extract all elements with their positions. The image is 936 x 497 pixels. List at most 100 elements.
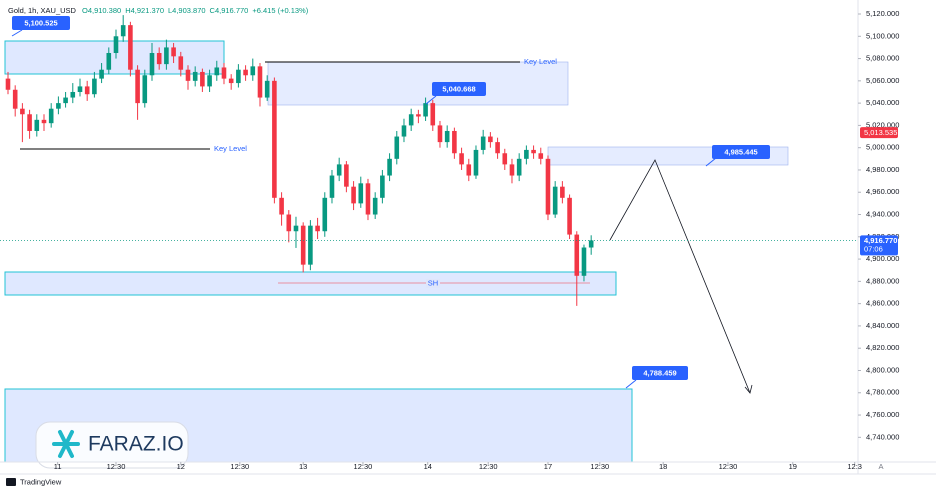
candle-body [423, 103, 428, 117]
candle-body [20, 108, 25, 115]
x-tick-label: 12:3 [847, 462, 862, 471]
candle-body [524, 149, 529, 159]
change-label: +6.415 (+0.13%) [252, 6, 308, 15]
y-tick-label: 5,060.000 [866, 76, 899, 85]
candle-body [344, 164, 349, 187]
candle-body [567, 197, 572, 235]
tag-pointer [625, 379, 637, 389]
candle-body [135, 69, 140, 104]
candle-body [516, 158, 522, 176]
tag-pointer [425, 95, 437, 105]
candle-body [272, 80, 277, 198]
zone-label: 5,100.525 [24, 18, 57, 27]
x-tick-label: 12:30 [479, 462, 498, 471]
candle-body [106, 52, 112, 70]
candle-body [574, 234, 580, 276]
axis-mode: A [878, 462, 883, 471]
x-tick-label: 12:30 [107, 462, 126, 471]
candle-body [538, 153, 544, 159]
y-tick-label: 5,020.000 [866, 120, 899, 129]
y-tick-label: 4,800.000 [866, 365, 899, 374]
candle-body [351, 186, 356, 204]
candle-body [452, 130, 457, 154]
ohlc-label: O4,910.380 [82, 6, 121, 15]
candle-body [495, 142, 500, 154]
tag [632, 366, 688, 380]
candle-body [243, 69, 248, 76]
candle-body [459, 153, 464, 165]
candle-body [408, 114, 414, 126]
x-tick-label: 12:30 [354, 462, 373, 471]
prev-price-label: 5,013.535 [864, 128, 897, 137]
candle-body [387, 158, 392, 176]
sh-bg [426, 279, 440, 288]
ohlc-label: C4,916.770 [210, 6, 249, 15]
candle-body [207, 75, 212, 87]
tv-logo [6, 478, 16, 486]
last-price-label: 4,916.770 [864, 236, 897, 245]
y-tick-label: 4,860.000 [866, 299, 899, 308]
candle-body [531, 149, 536, 154]
candle-body [156, 52, 162, 65]
symbol: Gold, 1h, XAU_USD [8, 6, 77, 15]
y-tick-label: 5,040.000 [866, 98, 899, 107]
y-tick-label: 4,840.000 [866, 321, 899, 330]
candle-body [300, 225, 306, 265]
candle-body [128, 25, 133, 70]
candle-body [192, 71, 198, 81]
candle-body [48, 108, 54, 124]
candle-body [171, 47, 176, 57]
plot [0, 15, 858, 306]
y-tick-label: 5,120.000 [866, 9, 899, 18]
x-tick-label: 12:30 [590, 462, 609, 471]
zone [267, 61, 569, 106]
candle-body [588, 240, 594, 248]
y-tick-label: 5,080.000 [866, 54, 899, 63]
candle-body [380, 175, 385, 198]
candle-body [365, 183, 371, 215]
candle-body [480, 136, 486, 150]
candle-body [113, 36, 119, 53]
x-tick-label: 19 [789, 462, 797, 471]
tag-pointer [705, 157, 717, 167]
candle-body [308, 225, 313, 265]
candle-body [560, 186, 565, 198]
watermark-bg [35, 421, 189, 469]
candle-body [34, 119, 40, 131]
candle-body [509, 164, 515, 176]
y-tick-label: 4,900.000 [866, 254, 899, 263]
candle-body [416, 114, 421, 117]
candle-body [264, 80, 270, 98]
candle-body [473, 149, 479, 176]
candle-body [444, 130, 450, 143]
tag-pointer [11, 29, 23, 37]
candle-body [581, 247, 587, 276]
x-tick-label: 12 [177, 462, 185, 471]
zone-label: 5,040.668 [442, 84, 475, 93]
x-tick-label: 14 [424, 462, 432, 471]
candle-body [293, 225, 299, 232]
candle-body [41, 119, 47, 124]
candle-body [329, 175, 335, 198]
candle-body [178, 56, 184, 70]
candle-body [437, 125, 443, 143]
candle-body [430, 103, 436, 126]
candle-body [12, 89, 18, 109]
candle-body [5, 78, 11, 90]
y-tick-label: 4,880.000 [866, 276, 899, 285]
prev-price-tag [860, 127, 898, 139]
candle-body [372, 197, 378, 215]
candle-body [336, 164, 342, 176]
zone-tags: 5,100.525 5,040.668 4,985.445 4,788.459 [11, 16, 770, 389]
candle-body [56, 103, 61, 109]
x-tick-label: 12:30 [719, 462, 738, 471]
header: Gold, 1h, XAU_USD O4,910.380 H4,921.370 L4… [8, 6, 309, 15]
y-tick-label: 4,740.000 [866, 432, 899, 441]
candle-body [149, 52, 155, 76]
candle-body [84, 86, 90, 95]
candle-body [70, 91, 76, 98]
candle-body [466, 164, 472, 176]
last-price-tag [860, 235, 898, 256]
zone-label: 4,788.459 [643, 368, 676, 377]
